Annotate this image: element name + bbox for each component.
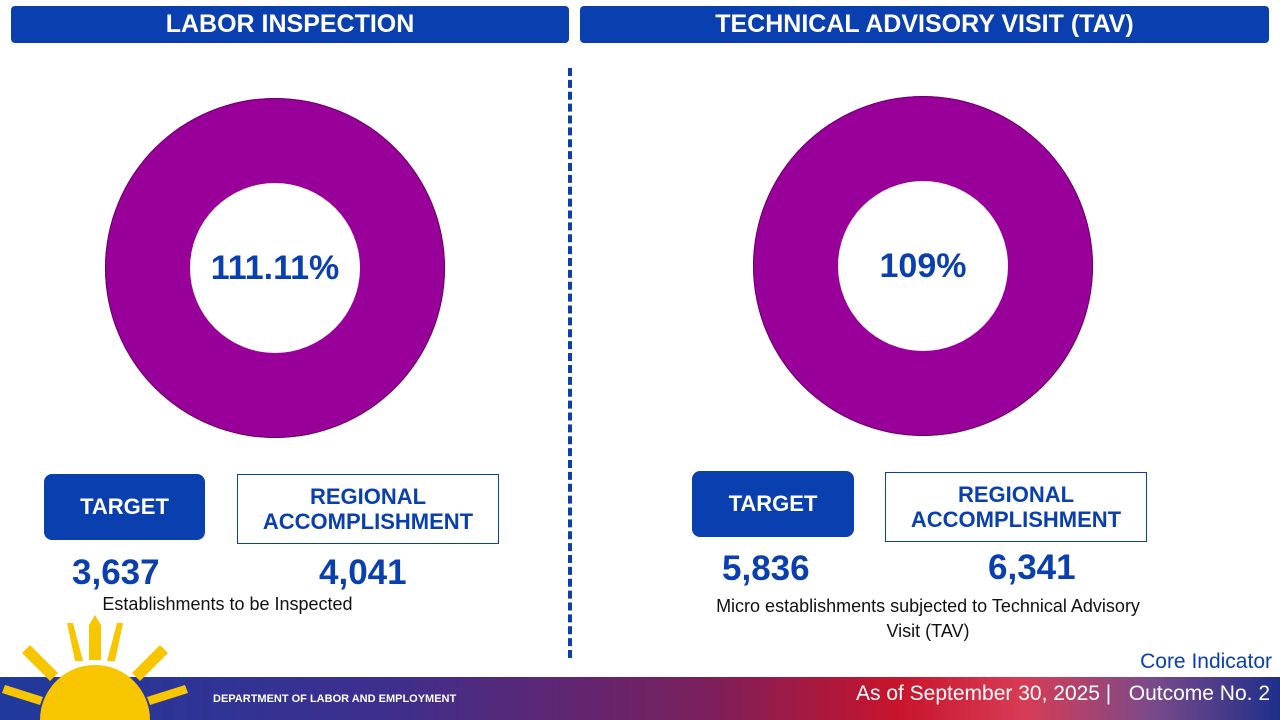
section-divider bbox=[568, 68, 572, 658]
tav-percent: 109% bbox=[879, 246, 967, 285]
as-of-date: As of September 30, 2025 | Outcome No. 2 bbox=[855, 682, 1270, 705]
tav-donut: 109% bbox=[753, 96, 1093, 436]
labor-inspection-donut: 111.11% bbox=[105, 98, 445, 438]
left-target-value: 3,637 bbox=[72, 553, 160, 592]
left-description: Establishments to be Inspected bbox=[102, 594, 353, 614]
labor-inspection-percent: 111.11% bbox=[210, 248, 340, 287]
right-target-label: TARGET bbox=[692, 471, 854, 537]
right-accomplishment-label: REGIONAL ACCOMPLISHMENT bbox=[885, 472, 1147, 542]
left-accomplishment-value: 4,041 bbox=[319, 553, 407, 592]
right-target-value: 5,836 bbox=[722, 549, 810, 588]
footer-bar bbox=[0, 677, 1280, 720]
right-description: Micro establishments subjected to Techni… bbox=[716, 596, 1140, 641]
right-accomplishment-value: 6,341 bbox=[988, 548, 1076, 587]
core-indicator-label: Core Indicator bbox=[1140, 650, 1272, 673]
tav-header: TECHNICAL ADVISORY VISIT (TAV) bbox=[580, 6, 1269, 43]
left-accomplishment-label: REGIONAL ACCOMPLISHMENT bbox=[237, 474, 499, 544]
labor-inspection-header: LABOR INSPECTION bbox=[11, 6, 569, 43]
department-name: DEPARTMENT OF LABOR AND EMPLOYMENT bbox=[213, 693, 457, 705]
sun-logo-icon bbox=[2, 615, 188, 720]
left-target-label: TARGET bbox=[44, 474, 205, 540]
